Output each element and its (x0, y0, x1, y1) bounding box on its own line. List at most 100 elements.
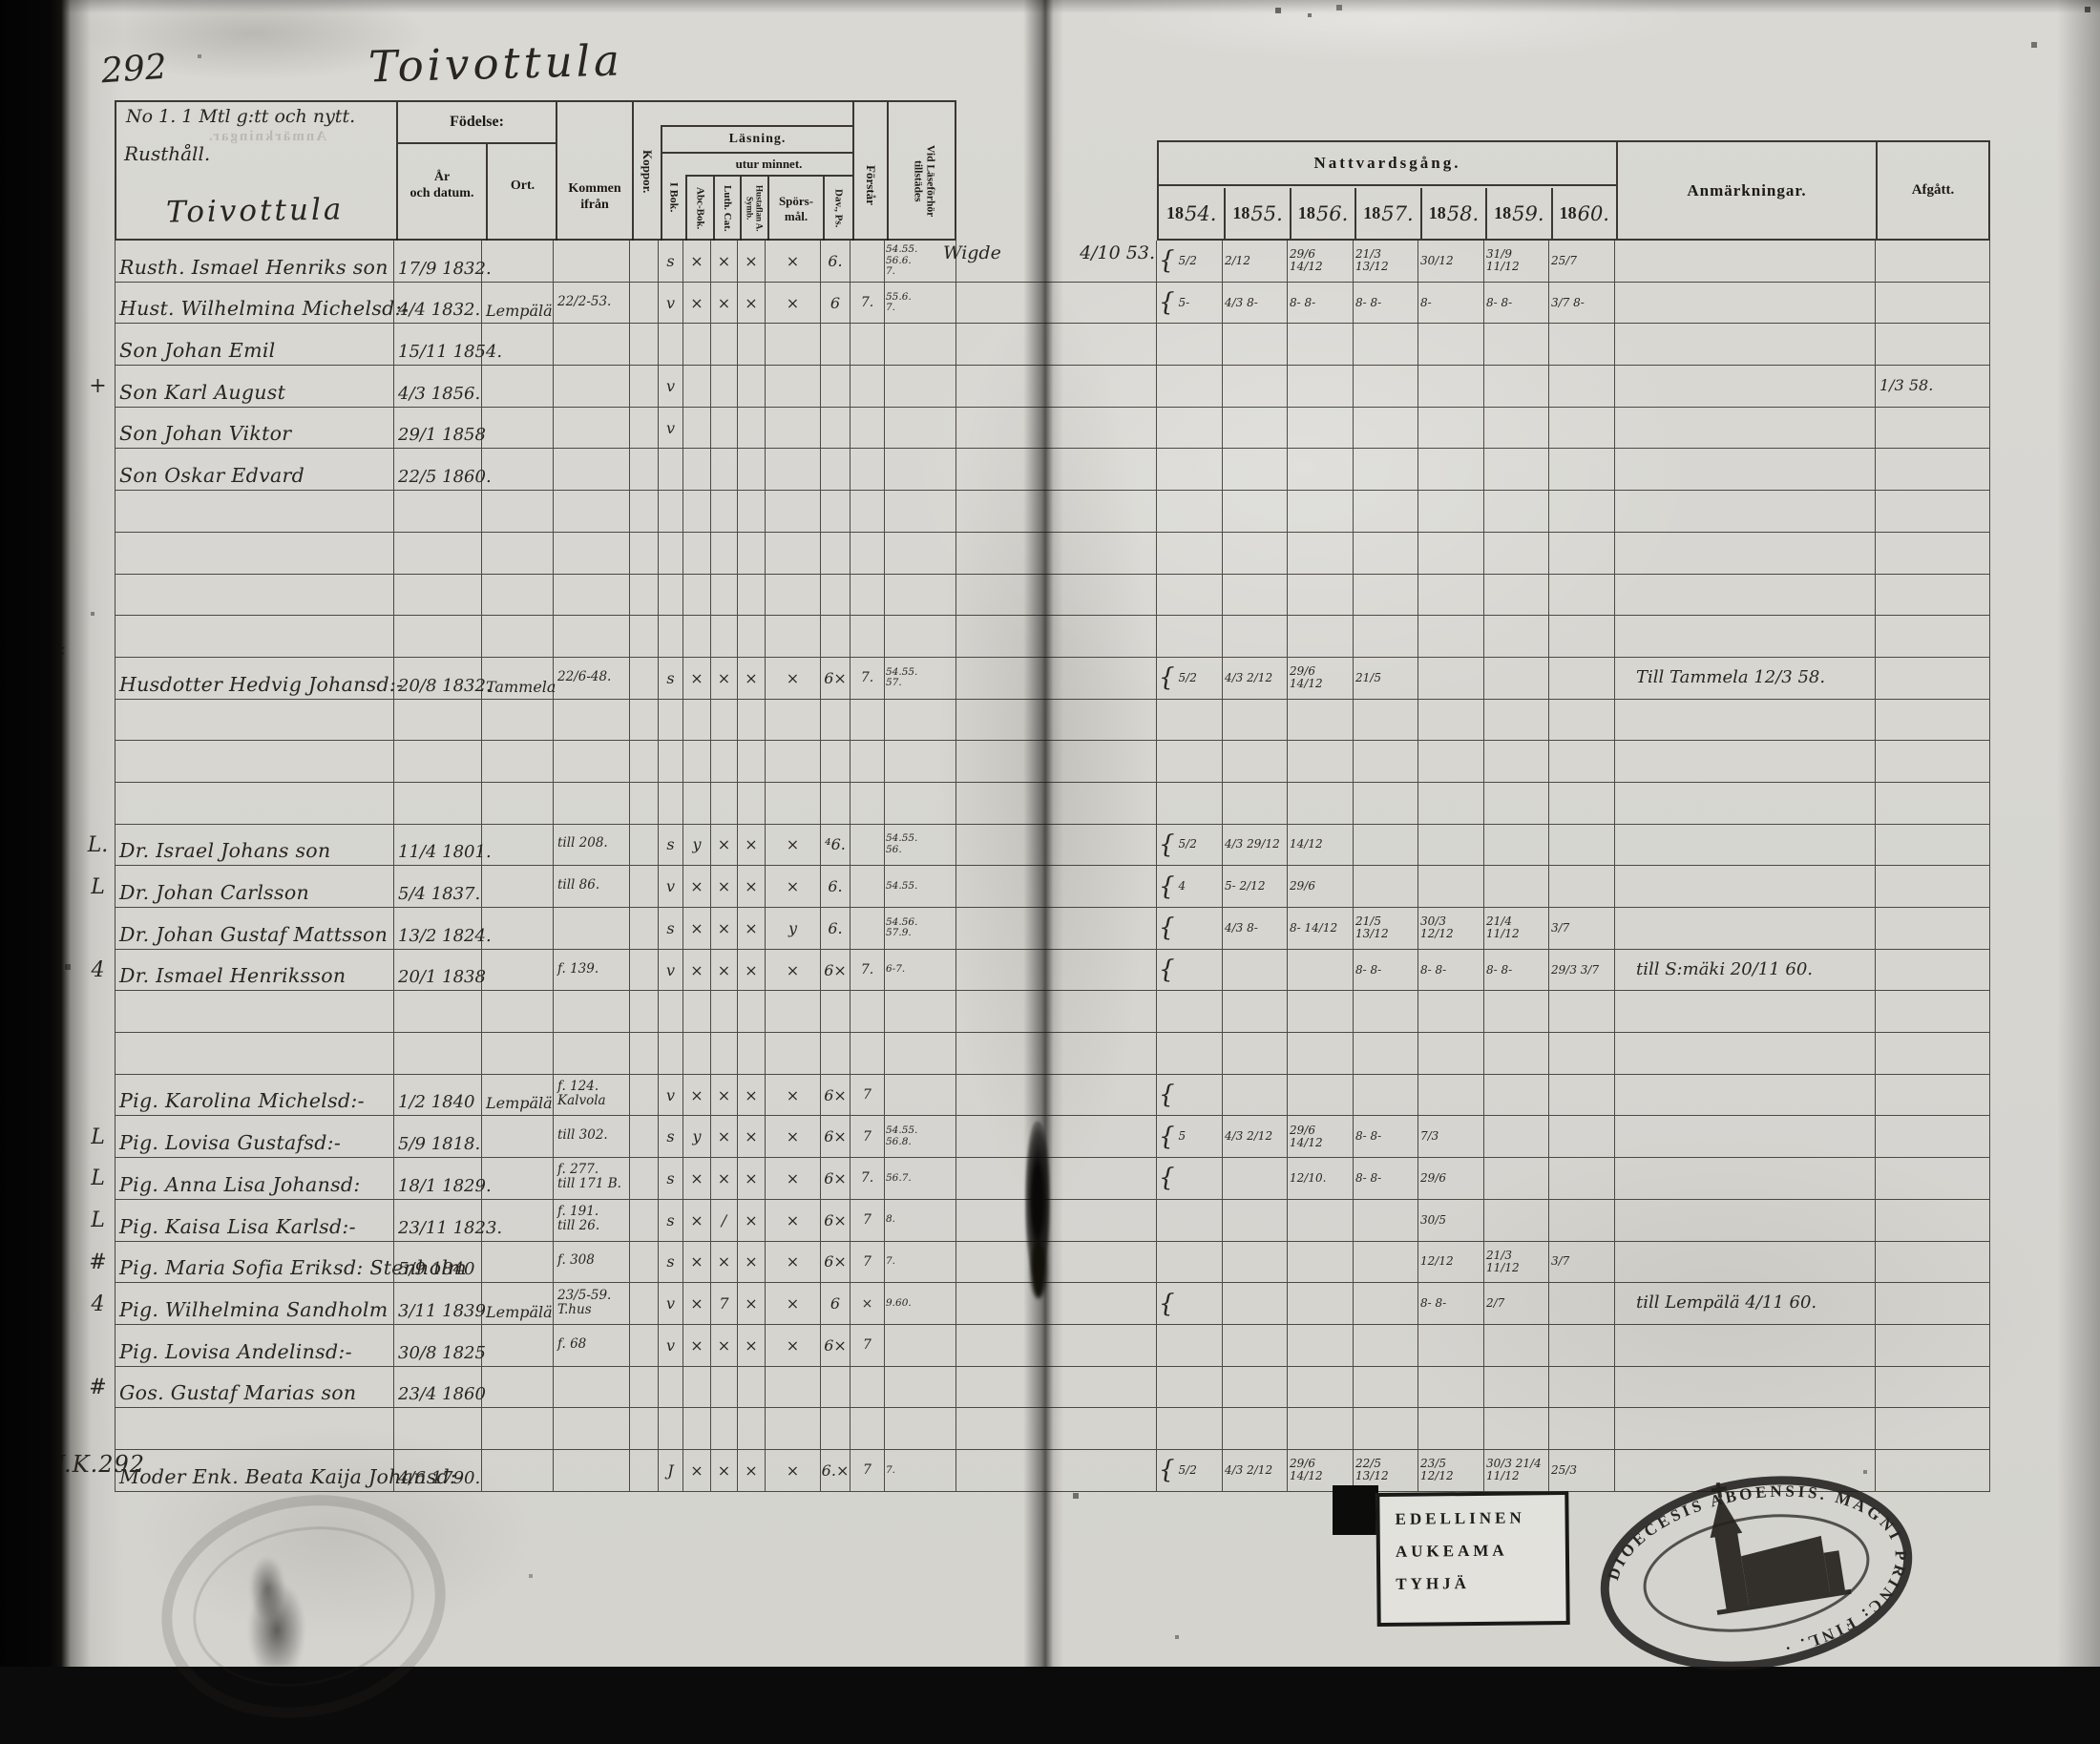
communion-1855-cell (1223, 533, 1288, 575)
village-heading: Toivottula (166, 192, 345, 229)
in-book-header: I Bok. (661, 154, 685, 241)
communion-1857-cell (1354, 783, 1418, 825)
communion-1860-cell (1549, 1158, 1615, 1200)
communion-1858-cell (1418, 700, 1484, 742)
name-cell (115, 741, 394, 783)
reading-mark-hust: × (738, 908, 766, 950)
brace-mark: { (1159, 291, 1175, 314)
attendance-years-cell: 54.55. 56. (885, 825, 956, 867)
departed-cell (1876, 1158, 1990, 1200)
birth-place-cell (482, 783, 554, 825)
communion-1857-cell (1354, 700, 1418, 742)
birth-place-header: Ort. (486, 144, 557, 241)
communion-1857-cell (1354, 616, 1418, 658)
remarks-cell (1615, 1158, 1876, 1200)
communion-1854-cell: { (1157, 1158, 1223, 1200)
reading-mark-abc (683, 991, 711, 1033)
understands-cell (850, 991, 885, 1033)
brace-mark: { (1159, 875, 1175, 898)
reading-mark-luth: × (711, 1158, 738, 1200)
reading-mark-abc (683, 324, 711, 366)
reading-mark-hust (738, 408, 766, 450)
name-cell: Pig. Wilhelmina Sandholm (115, 1283, 394, 1325)
remarks-cell (1615, 991, 1876, 1033)
communion-1857-cell: 21/5 13/12 (1354, 908, 1418, 950)
communion-1857-cell (1354, 1200, 1418, 1242)
attendance-years-cell: 54.56. 57.9. (885, 908, 956, 950)
communion-1855-cell (1223, 575, 1288, 617)
understands-cell: 7. (850, 1158, 885, 1200)
communion-1858-cell (1418, 575, 1484, 617)
departed-cell (1876, 1283, 1990, 1325)
communion-1857-cell (1354, 825, 1418, 867)
reading-mark-luth (711, 491, 738, 533)
reading-mark-ibok: v (659, 950, 683, 992)
communion-1855-cell: 2/12 (1223, 241, 1288, 283)
smallpox-cell (630, 908, 659, 950)
smallpox-cell (630, 1408, 659, 1450)
reading-mark-dav (821, 741, 850, 783)
reading-mark-sporsmal: × (766, 241, 821, 283)
communion-1859-cell: 21/3 11/12 (1484, 1242, 1549, 1284)
reading-mark-abc: × (683, 241, 711, 283)
reading-mark-hust: × (738, 950, 766, 992)
birth-date-cell (394, 491, 482, 533)
arrived-from-cell (554, 1450, 630, 1492)
communion-1857-cell (1354, 991, 1418, 1033)
reading-mark-abc (683, 408, 711, 450)
communion-1860-cell (1549, 1033, 1615, 1075)
arrived-from-cell: 22/6-48. (554, 658, 630, 700)
communion-1854-cell: {5/2 (1157, 658, 1223, 700)
birth-date-cell: 20/8 1832. (394, 658, 482, 700)
reading-mark-abc: × (683, 1242, 711, 1284)
communion-1859-cell (1484, 324, 1549, 366)
reading-mark-sporsmal: × (766, 658, 821, 700)
arrived-from-cell (554, 741, 630, 783)
reading-mark-hust (738, 366, 766, 408)
communion-1856-cell (1288, 1075, 1354, 1117)
reading-mark-ibok (659, 449, 683, 491)
reading-mark-abc (683, 783, 711, 825)
attendance-years-cell: 7. (885, 1242, 956, 1284)
communion-1858-cell: 7/3 (1418, 1116, 1484, 1158)
name-cell: Dr. Johan Gustaf Mattsson (115, 908, 394, 950)
communion-1854-cell (1157, 1200, 1223, 1242)
birth-place-cell (482, 324, 554, 366)
communion-1860-cell (1549, 1116, 1615, 1158)
dust-specks (0, 0, 2, 2)
communion-1855-cell (1223, 700, 1288, 742)
reading-mark-luth: × (711, 241, 738, 283)
understands-cell (850, 825, 885, 867)
arrived-from-cell: f. 308 (554, 1242, 630, 1284)
smallpox-cell (630, 1116, 659, 1158)
communion-1857-cell (1354, 1325, 1418, 1367)
communion-1854-cell (1157, 324, 1223, 366)
birth-place-cell (482, 866, 554, 908)
reading-mark-dav (821, 366, 850, 408)
reading-mark-hust (738, 533, 766, 575)
arrived-from-cell (554, 1408, 630, 1450)
arrived-from-cell (554, 533, 630, 575)
communion-1854-cell (1157, 449, 1223, 491)
remarks-cell (1615, 241, 1876, 283)
brace-mark: { (1159, 1292, 1175, 1315)
reading-mark-hust (738, 741, 766, 783)
reading-mark-abc: × (683, 1200, 711, 1242)
departed-cell (1876, 825, 1990, 867)
reading-mark-sporsmal (766, 1408, 821, 1450)
communion-1855-cell (1223, 1158, 1288, 1200)
arrived-from-header: Kommen ifrån (556, 102, 632, 241)
communion-1855-cell (1223, 1242, 1288, 1284)
understands-cell (850, 449, 885, 491)
attendance-years-cell (885, 408, 956, 450)
communion-1859-cell (1484, 616, 1549, 658)
reading-mark-luth: × (711, 1325, 738, 1367)
understands-cell: 7. (850, 283, 885, 325)
communion-1859-cell (1484, 825, 1549, 867)
understands-cell: × (850, 1283, 885, 1325)
scanned-register-page: 292 Toivottula No 1. 1 Mtl g:tt och nytt… (0, 0, 2100, 1667)
attendance-years-cell: 54.55. (885, 866, 956, 908)
